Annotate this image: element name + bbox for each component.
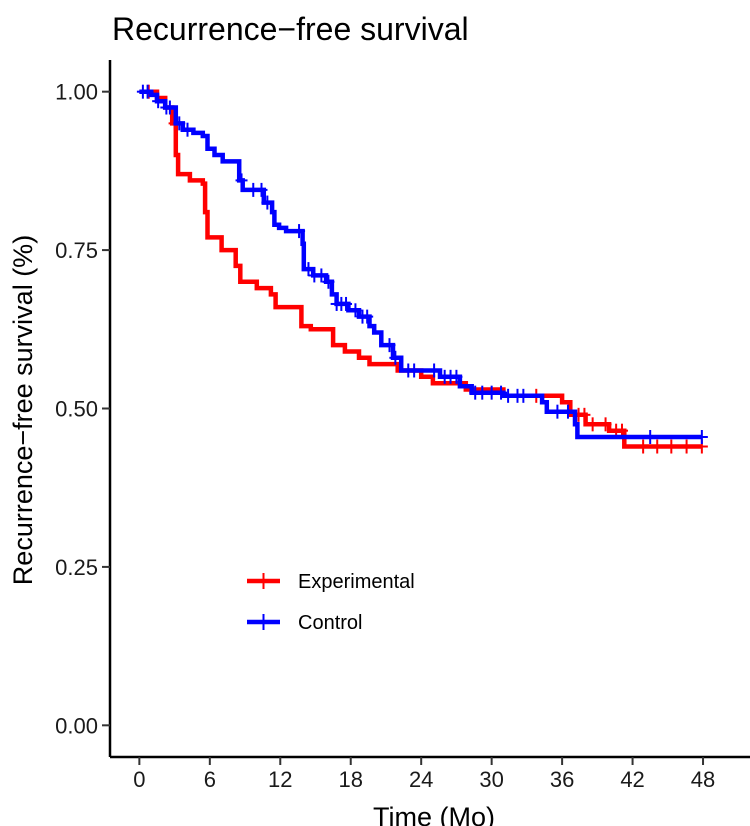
- censor-mark: [361, 309, 374, 324]
- legend-label: Experimental: [298, 571, 415, 593]
- censor-mark: [561, 404, 574, 419]
- y-axis-title: Recurrence−free survival (%): [8, 235, 38, 585]
- legend: Experimental Control: [247, 571, 415, 634]
- censor-mark: [181, 122, 194, 137]
- legend-label: Control: [298, 612, 362, 634]
- censor-mark: [517, 388, 530, 403]
- survival-curve-control: [139, 89, 702, 440]
- survival-curve-experimental: [139, 89, 702, 449]
- censor-mark: [695, 430, 708, 445]
- y-tick-label: 0.75: [55, 238, 98, 263]
- y-tick-label: 1.00: [55, 80, 98, 105]
- legend-item-control: Control: [247, 612, 362, 634]
- censor-mark: [450, 369, 463, 384]
- censor-mark: [644, 430, 657, 445]
- censor-mark: [495, 385, 508, 400]
- censor-mark: [665, 439, 678, 454]
- censor-mark: [322, 274, 335, 289]
- censor-mark: [651, 439, 664, 454]
- x-tick-label: 18: [338, 767, 362, 792]
- censor-mark: [141, 84, 154, 99]
- censor-mark: [349, 303, 362, 318]
- censor-mark: [255, 182, 268, 197]
- x-tick-label: 24: [409, 767, 433, 792]
- censor-mark: [261, 195, 274, 210]
- censor-mark: [163, 100, 176, 115]
- x-tick-label: 0: [133, 767, 145, 792]
- censor-mark: [637, 439, 650, 454]
- x-tick-label: 12: [268, 767, 292, 792]
- censor-mark: [551, 404, 564, 419]
- x-tick-label: 48: [691, 767, 715, 792]
- censor-mark: [315, 268, 328, 283]
- censor-mark: [383, 338, 396, 353]
- censor-mark: [302, 262, 315, 277]
- x-tick-label: 42: [620, 767, 644, 792]
- censor-mark: [235, 173, 248, 188]
- censor-mark: [152, 94, 165, 109]
- y-tick-label: 0.00: [55, 713, 98, 738]
- censor-mark: [173, 116, 186, 131]
- series-control: [136, 84, 708, 445]
- censor-mark: [389, 350, 402, 365]
- censor-mark: [578, 407, 591, 422]
- censor-mark: [586, 417, 599, 432]
- x-axis-title: Time (Mo): [373, 802, 495, 826]
- x-tick-label: 36: [550, 767, 574, 792]
- censor-mark: [293, 224, 306, 239]
- chart-title: Recurrence−free survival: [112, 11, 469, 47]
- x-tick-label: 30: [479, 767, 503, 792]
- x-tick-label: 6: [204, 767, 216, 792]
- censor-mark: [680, 439, 693, 454]
- censor-mark: [340, 296, 353, 311]
- censor-mark: [599, 417, 612, 432]
- legend-item-experimental: Experimental: [247, 571, 415, 593]
- y-tick-label: 0.50: [55, 397, 98, 422]
- y-tick-label: 0.25: [55, 555, 98, 580]
- censor-mark: [408, 363, 421, 378]
- censor-mark: [428, 363, 441, 378]
- series-experimental: [139, 84, 708, 454]
